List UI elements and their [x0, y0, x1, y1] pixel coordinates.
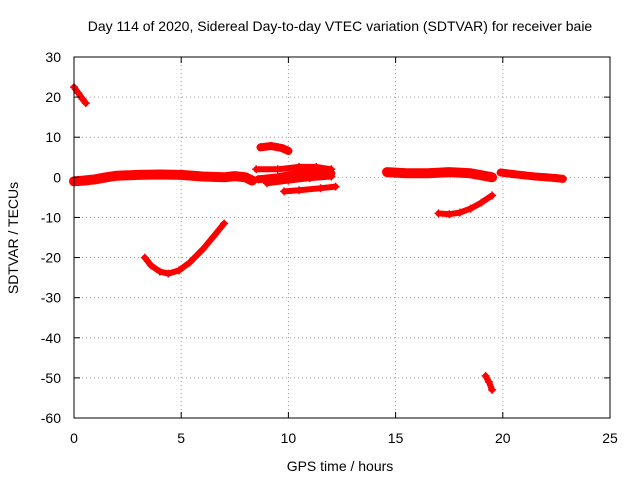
y-tick-label: -60 [41, 410, 61, 426]
x-tick-label: 20 [495, 430, 511, 446]
data-point [155, 170, 164, 179]
data-point [327, 172, 336, 181]
data-point [488, 385, 497, 394]
data-point [331, 182, 340, 191]
data-point [531, 172, 539, 181]
data-point [102, 173, 111, 182]
data-point [383, 168, 391, 177]
data-point [278, 144, 286, 153]
data-point [558, 174, 567, 183]
series-arc-4 [256, 142, 293, 155]
data-point [254, 175, 263, 184]
data-point [423, 169, 432, 178]
data-point [509, 170, 518, 179]
data-point [263, 179, 271, 188]
data-point [295, 186, 304, 195]
y-tick-labels: -60 -50 -40 -30 -20 -10 0 10 20 30 [41, 49, 61, 426]
data-point [520, 171, 529, 180]
data-point [295, 169, 304, 178]
y-tick-label: -40 [41, 330, 61, 346]
y-tick-label: 30 [45, 49, 61, 65]
data-point [74, 89, 83, 98]
y-tick-label: -50 [41, 370, 61, 386]
data-point [541, 173, 550, 182]
data-point [256, 143, 265, 152]
data-point [496, 168, 505, 177]
data-point [252, 165, 261, 174]
data-point [455, 208, 464, 217]
data-point [147, 261, 156, 270]
plot-frame [73, 56, 611, 419]
data-point [230, 172, 239, 181]
data-point [112, 171, 121, 180]
data-point [481, 172, 490, 181]
y-tick-label: -20 [41, 250, 61, 266]
x-axis-title: GPS time / hours [287, 458, 394, 474]
data-point [305, 174, 314, 183]
data-point [134, 170, 143, 179]
x-tick-label: 0 [70, 430, 78, 446]
series-arc-8 [281, 183, 339, 195]
data-point [198, 245, 207, 254]
data-point [175, 266, 184, 275]
data-point [466, 204, 475, 213]
y-tick-label: -10 [41, 209, 61, 225]
x-tick-label: 15 [388, 430, 404, 446]
y-axis-title: SDTVAR / TECUs [5, 182, 21, 294]
data-point [434, 209, 443, 218]
data-point [241, 173, 250, 182]
series-arc-1 [71, 84, 89, 107]
data-series [69, 83, 567, 394]
data-point [552, 174, 561, 183]
data-point [91, 175, 100, 184]
data-point [445, 210, 454, 219]
data-point [477, 198, 486, 207]
data-point [198, 172, 207, 181]
y-tick-label: 10 [45, 129, 61, 145]
data-point [209, 232, 218, 241]
y-tick-label: 20 [45, 89, 61, 105]
data-point [80, 176, 89, 185]
data-point [267, 142, 276, 150]
data-point [488, 173, 497, 182]
data-point [466, 169, 475, 178]
x-tick-label: 5 [177, 430, 185, 446]
data-point [155, 267, 164, 276]
y-tick-label: 0 [53, 169, 61, 185]
x-tick-labels: 0 5 10 15 20 25 [70, 430, 618, 446]
x-tick-label: 10 [281, 430, 297, 446]
data-point [140, 253, 149, 262]
data-point [280, 187, 289, 196]
y-tick-label: -30 [41, 290, 61, 306]
data-point [273, 165, 282, 174]
data-point [185, 258, 194, 267]
data-point [220, 219, 229, 228]
data-point [284, 176, 293, 185]
x-tick-label: 25 [602, 430, 618, 446]
data-point [402, 169, 411, 178]
data-point [81, 99, 90, 108]
axis-ticks [73, 56, 611, 419]
chart-title: Day 114 of 2020, Sidereal Day-to-day VTE… [88, 18, 593, 34]
data-point [284, 146, 293, 155]
data-point [312, 167, 321, 176]
data-point [220, 173, 229, 182]
data-point [481, 371, 490, 380]
data-point [177, 170, 186, 179]
data-point [316, 184, 325, 193]
data-point [488, 191, 497, 200]
data-point [484, 377, 493, 386]
data-point [445, 168, 454, 177]
series-arc-7 [264, 173, 335, 187]
grid-lines [74, 57, 610, 418]
data-point [164, 269, 173, 278]
